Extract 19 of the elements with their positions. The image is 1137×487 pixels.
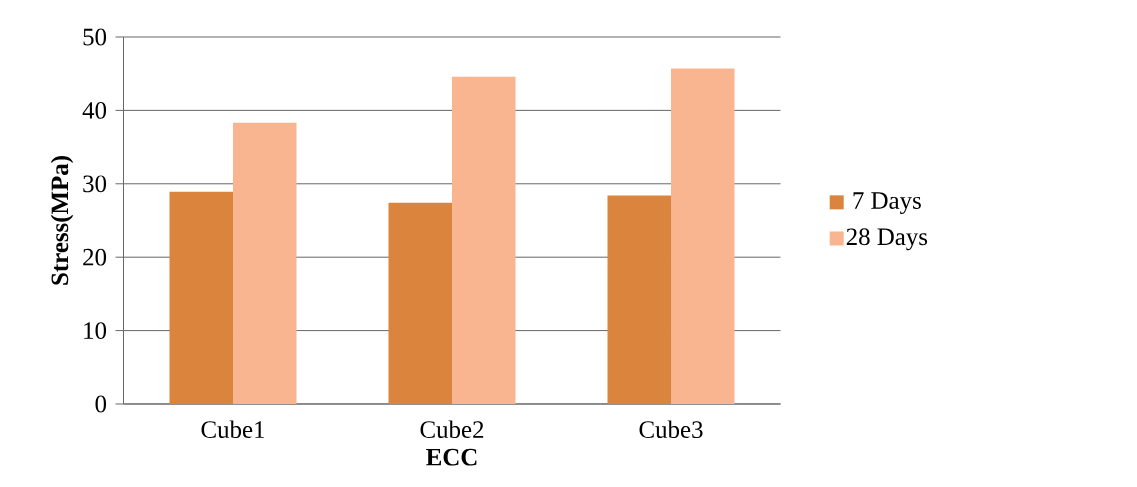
x-tick-label: Cube3 [639, 420, 703, 439]
bar [388, 202, 453, 404]
y-axis-title: Stress(MPa) [50, 156, 74, 285]
x-axis-title: ECC [426, 448, 477, 466]
legend-label: 28 Days [846, 228, 928, 251]
bar [607, 195, 672, 404]
y-tick-label: 50 [83, 28, 107, 46]
bar [452, 76, 516, 404]
x-tick-label: Cube1 [201, 420, 265, 439]
y-tick-label: 10 [84, 322, 107, 339]
legend-label: 7 Days [853, 192, 921, 215]
bar [671, 68, 735, 404]
x-tick-label: Cube2 [420, 420, 484, 439]
y-tick-label: 30 [83, 175, 107, 193]
bar [233, 122, 297, 404]
y-tick-label: 20 [83, 248, 107, 266]
y-tick-label: 40 [82, 101, 107, 119]
bar [169, 191, 234, 404]
y-tick-label: 0 [95, 395, 107, 413]
